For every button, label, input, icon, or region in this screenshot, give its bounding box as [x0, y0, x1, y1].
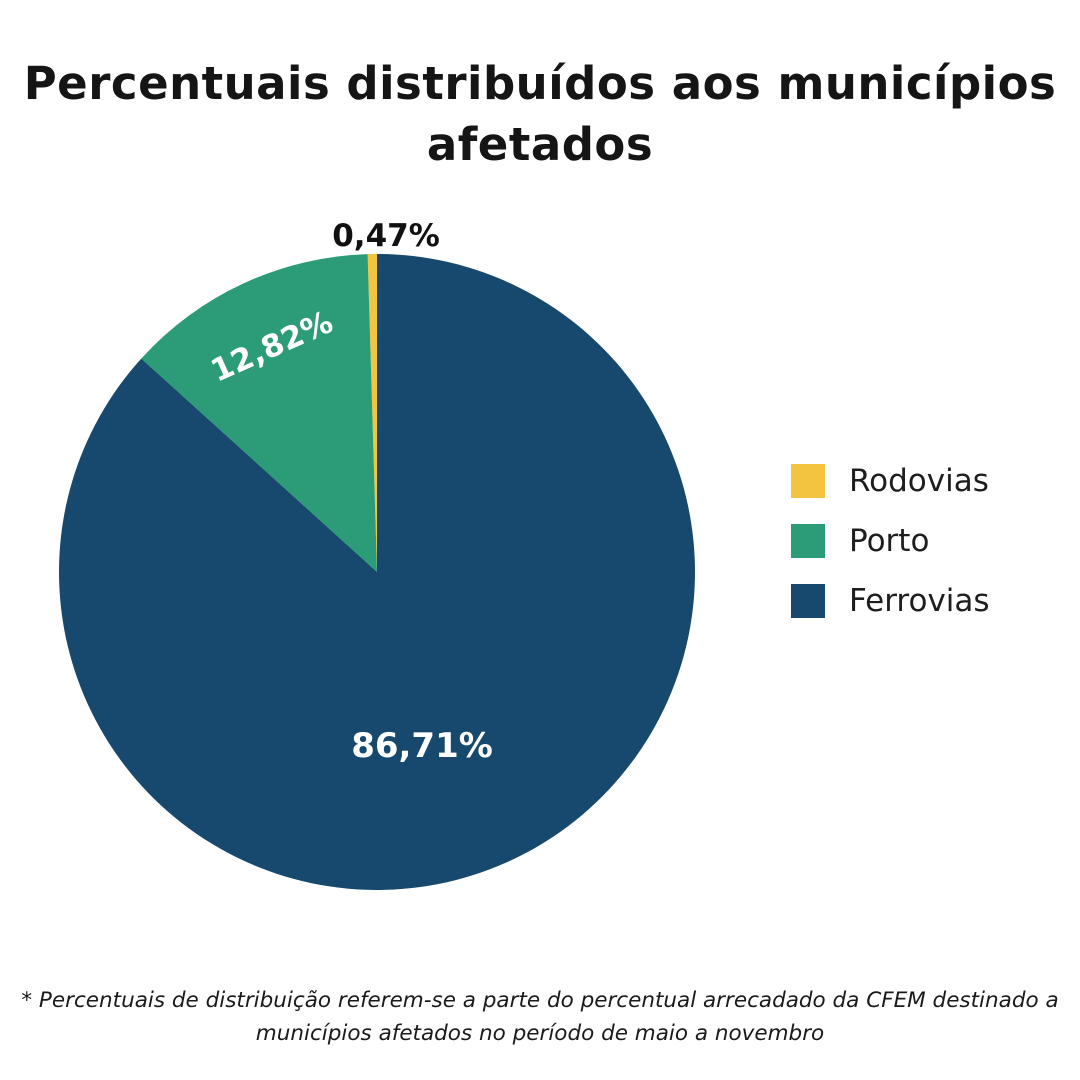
legend-item-ferrovias: Ferrovias [791, 583, 990, 619]
legend-label-porto: Porto [849, 523, 930, 559]
footnote-line-1: * Percentuais de distribuição referem-se… [21, 988, 1059, 1013]
footnote: * Percentuais de distribuição referem-se… [0, 984, 1080, 1051]
footnote-line-2: municípios afetados no período de maio a… [255, 1021, 825, 1047]
legend-item-porto: Porto [791, 523, 990, 559]
legend-label-rodovias: Rodovias [849, 463, 989, 499]
legend: Rodovias Porto Ferrovias [791, 463, 990, 643]
pie-label-rodovias: 0,47% [332, 218, 440, 254]
pie-slice-ferrovias [58, 254, 695, 890]
pie-label-ferrovias: 86,71% [351, 726, 493, 766]
pie-slice-rodovias [367, 254, 377, 572]
pie-slice-porto [141, 254, 377, 572]
legend-swatch-ferrovias [791, 584, 825, 618]
legend-item-rodovias: Rodovias [791, 463, 990, 499]
chart-title: Percentuais distribuídos aos municípios … [0, 54, 1080, 176]
legend-swatch-porto [791, 524, 825, 558]
legend-label-ferrovias: Ferrovias [849, 583, 990, 619]
legend-swatch-rodovias [791, 464, 825, 498]
pie-slices [58, 254, 695, 890]
chart-title-line-2: afetados [426, 117, 654, 171]
chart-title-line-1: Percentuais distribuídos aos municípios [23, 57, 1057, 110]
